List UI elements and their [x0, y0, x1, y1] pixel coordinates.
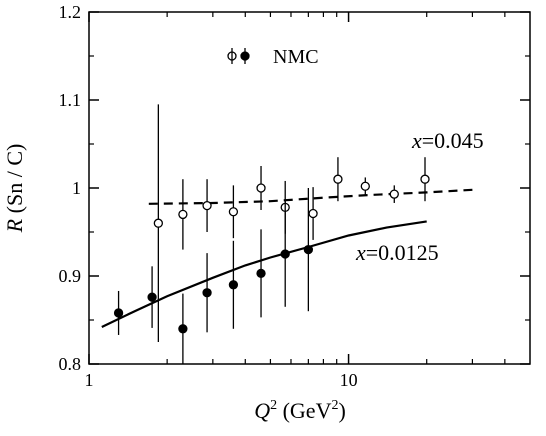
fit-curve-x0045 — [148, 188, 473, 205]
fit-curves — [101, 188, 473, 328]
legend-label: NMC — [273, 46, 319, 68]
y-tick-label: 1.2 — [59, 2, 82, 22]
data-points — [113, 104, 430, 364]
data-point-open — [178, 209, 188, 220]
y-axis-label: R (Sn / C) — [2, 144, 27, 234]
data-point-filled — [178, 324, 188, 334]
data-point-filled — [228, 280, 239, 290]
y-tick-label: 1.1 — [59, 90, 82, 110]
data-point-open — [420, 174, 430, 184]
annotation-x00125: x=0.0125 — [355, 240, 439, 265]
x-axis-label: Q2 (GeV2) — [254, 398, 346, 423]
ticks — [88, 11, 530, 365]
data-point-open — [308, 208, 318, 219]
annotation-x0045: x=0.045 — [411, 128, 484, 153]
data-point-open — [360, 181, 370, 191]
data-point-filled — [147, 292, 157, 302]
data-point-filled — [303, 244, 314, 255]
y-tick-label: 0.9 — [59, 266, 82, 286]
legend: NMC — [227, 46, 319, 68]
data-point-filled — [202, 288, 212, 298]
x-tick-label: 1 — [85, 370, 94, 390]
x-tick-label: 10 — [340, 370, 358, 390]
data-point-filled — [280, 249, 290, 259]
data-point-open — [389, 189, 399, 199]
data-point-open — [228, 207, 239, 217]
fit-curve-x00125 — [101, 220, 427, 328]
data-point-open — [202, 200, 212, 211]
tick-labels: 0.8 0.9 1 1.1 1.2 1 10 — [59, 2, 358, 390]
data-point-open — [153, 218, 163, 228]
y-tick-label: 1 — [72, 178, 81, 198]
data-point-open — [256, 183, 266, 193]
y-tick-label: 0.8 — [59, 354, 82, 374]
data-point-filled — [113, 308, 124, 318]
data-point-open — [333, 174, 343, 184]
data-point-filled — [256, 268, 266, 279]
